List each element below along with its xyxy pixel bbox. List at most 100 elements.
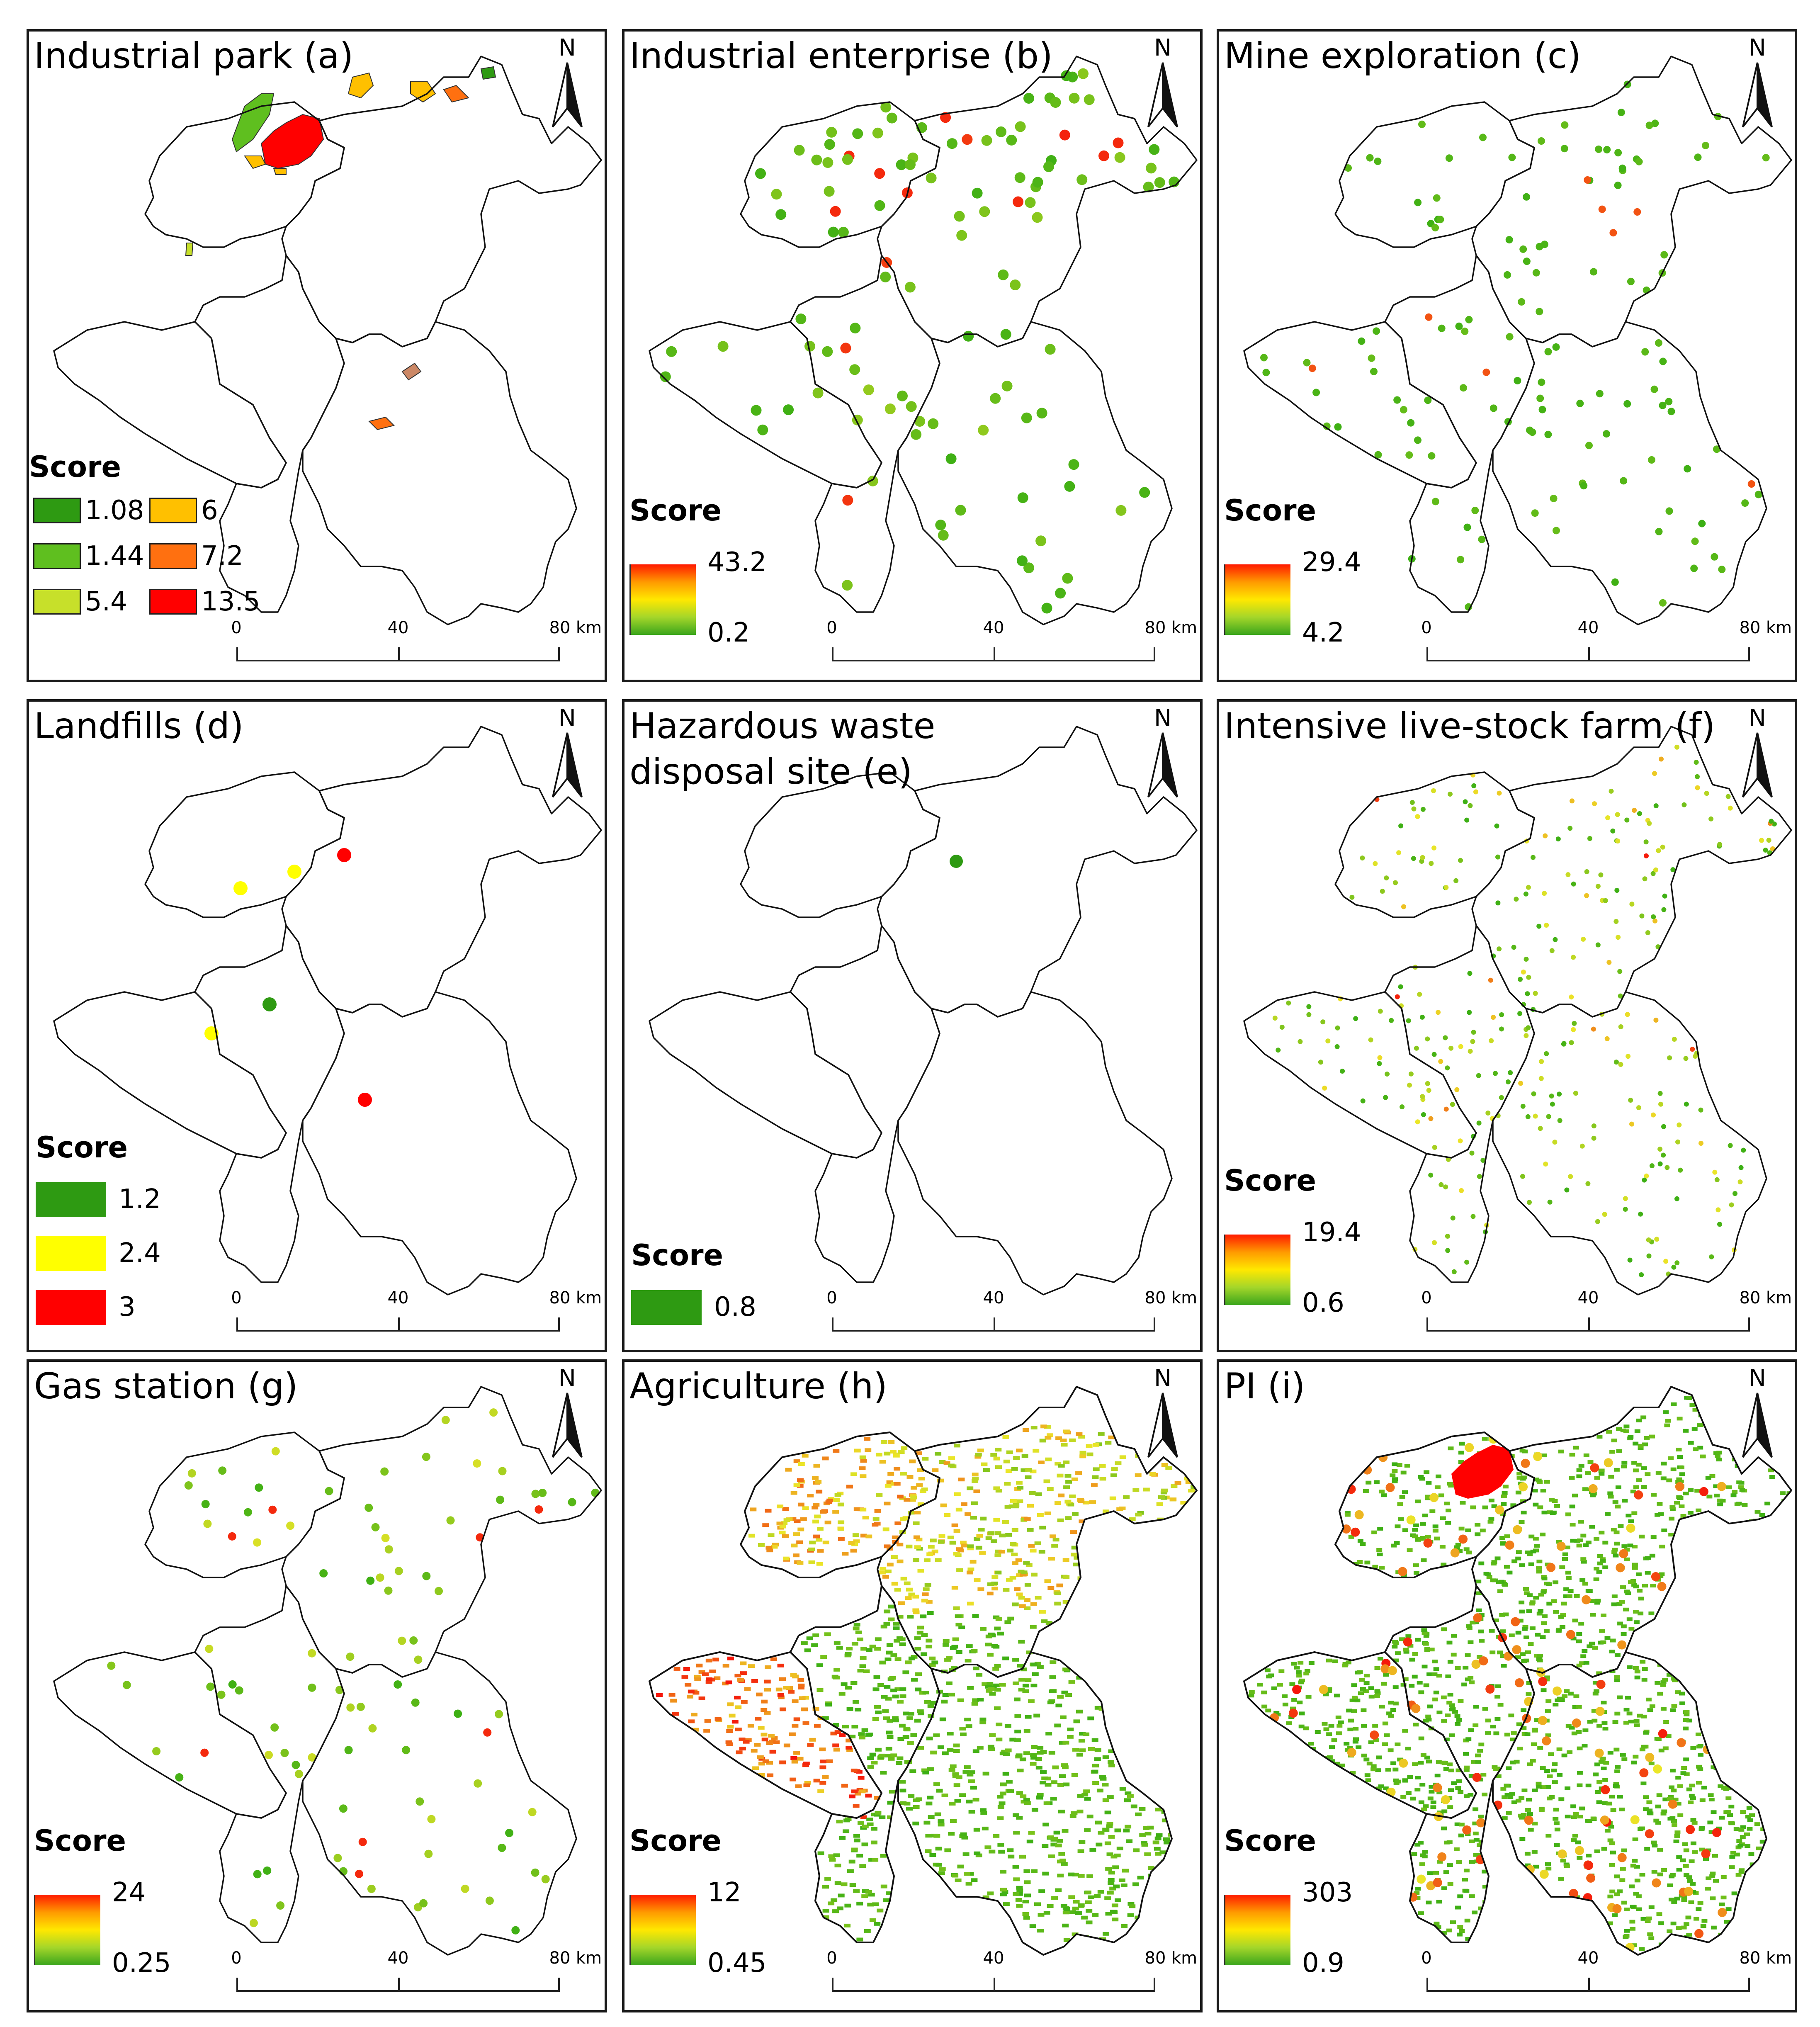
map-point <box>1617 1640 1627 1650</box>
map-point <box>1518 977 1523 982</box>
pi-pixel <box>1602 1778 1609 1782</box>
agriculture-pixel <box>987 1653 994 1657</box>
map-point <box>1590 1463 1599 1473</box>
agriculture-pixel <box>882 1527 889 1531</box>
agriculture-pixel <box>999 1683 1006 1687</box>
agriculture-pixel <box>898 1601 905 1605</box>
pi-pixel <box>1516 1472 1523 1475</box>
pi-pixel <box>1684 1772 1690 1776</box>
pi-pixel <box>1596 1570 1602 1574</box>
agriculture-pixel <box>834 1493 841 1497</box>
agriculture-pixel <box>975 1546 982 1550</box>
map-point <box>1017 492 1028 503</box>
map-point <box>1017 555 1028 566</box>
agriculture-pixel <box>884 1658 892 1661</box>
pi-pixel <box>1526 1798 1532 1802</box>
map-point <box>1504 1651 1513 1661</box>
map-point <box>1078 68 1089 79</box>
agriculture-pixel <box>1092 1475 1099 1479</box>
pi-pixel <box>1634 1865 1640 1869</box>
map-point <box>1286 1000 1291 1006</box>
agriculture-pixel <box>1135 1812 1142 1816</box>
map-point <box>1508 153 1516 161</box>
pi-pixel <box>1554 1504 1560 1508</box>
pi-pixel <box>1585 1541 1592 1545</box>
agriculture-pixel <box>758 1773 765 1777</box>
pi-pixel <box>1551 1768 1557 1772</box>
agriculture-pixel <box>997 1843 1004 1847</box>
agriculture-pixel <box>819 1760 826 1764</box>
pi-pixel <box>1482 1437 1488 1441</box>
map-point <box>1588 1484 1598 1493</box>
map-point <box>1558 1849 1567 1859</box>
agriculture-pixel <box>1033 1449 1040 1453</box>
county-boundary-ne <box>281 56 602 348</box>
pi-pixel <box>1483 1572 1490 1576</box>
pi-pixel <box>1480 1773 1487 1777</box>
pi-pixel <box>1645 1472 1651 1476</box>
pi-pixel <box>1557 1773 1563 1777</box>
agriculture-pixel <box>864 1437 871 1441</box>
pi-pixel <box>1632 1563 1638 1567</box>
map-panel-f: Intensive live-stock farm (f) N Score 19.4 0… <box>1217 699 1797 1352</box>
pi-pixel <box>1289 1682 1295 1686</box>
agriculture-pixel <box>1114 1828 1121 1833</box>
pi-pixel <box>1633 1468 1639 1473</box>
map-point <box>203 1519 212 1528</box>
map-point <box>416 1797 424 1806</box>
agriculture-pixel <box>1053 1830 1060 1835</box>
scale-tick-label: 40 <box>983 1949 1004 1968</box>
map-point <box>1633 208 1641 216</box>
agriculture-pixel <box>860 1647 867 1651</box>
pi-pixel <box>1601 1721 1608 1725</box>
map-point <box>454 1709 462 1718</box>
map-point <box>1552 343 1560 351</box>
agriculture-pixel <box>1073 1900 1080 1904</box>
agriculture-pixel <box>1130 1804 1137 1808</box>
pi-pixel <box>1432 1529 1439 1533</box>
pi-pixel <box>1469 1680 1475 1684</box>
map-point <box>1549 948 1555 953</box>
map-point <box>394 1567 403 1575</box>
agriculture-pixel <box>762 1759 769 1763</box>
agriculture-pixel <box>1025 1715 1032 1719</box>
pi-pixel <box>1418 1690 1424 1694</box>
pi-pixel <box>1658 1512 1664 1516</box>
map-point <box>1769 819 1774 824</box>
agriculture-pixel <box>761 1708 768 1712</box>
pi-pixel <box>1727 1813 1733 1817</box>
map-point <box>270 1723 279 1732</box>
pi-pixel <box>1412 1534 1418 1538</box>
pi-pixel <box>1326 1732 1332 1736</box>
agriculture-pixel <box>974 1455 982 1459</box>
pi-pixel <box>1564 1689 1570 1693</box>
agriculture-pixel <box>1019 1604 1026 1608</box>
legend-max-label: 12 <box>707 1877 741 1908</box>
north-arrow: N <box>538 36 596 131</box>
agriculture-pixel <box>1041 1776 1048 1780</box>
pi-pixel <box>1536 1784 1542 1789</box>
agriculture-pixel <box>1038 1889 1045 1893</box>
legend-label: 0.8 <box>714 1292 756 1322</box>
pi-pixel <box>1655 1737 1662 1741</box>
pi-pixel <box>1683 1718 1689 1722</box>
agriculture-pixel <box>859 1789 866 1794</box>
map-point <box>1612 1904 1622 1913</box>
pi-pixel <box>1672 1823 1677 1827</box>
map-point <box>775 209 787 220</box>
map-point <box>339 1867 347 1876</box>
agriculture-pixel <box>792 1699 799 1703</box>
pi-pixel <box>1502 1491 1508 1495</box>
agriculture-pixel <box>766 1761 773 1765</box>
pi-pixel <box>1363 1489 1369 1493</box>
map-point <box>1639 913 1645 919</box>
map-point <box>538 1489 547 1497</box>
agriculture-pixel <box>1057 1874 1064 1878</box>
agriculture-pixel <box>948 1692 955 1696</box>
north-arrow: N <box>1134 706 1192 801</box>
agriculture-pixel <box>1047 1700 1054 1704</box>
agriculture-pixel <box>928 1545 935 1549</box>
pi-pixel <box>1426 1901 1432 1905</box>
pi-pixel <box>1579 1578 1586 1582</box>
map-point <box>1665 507 1673 515</box>
